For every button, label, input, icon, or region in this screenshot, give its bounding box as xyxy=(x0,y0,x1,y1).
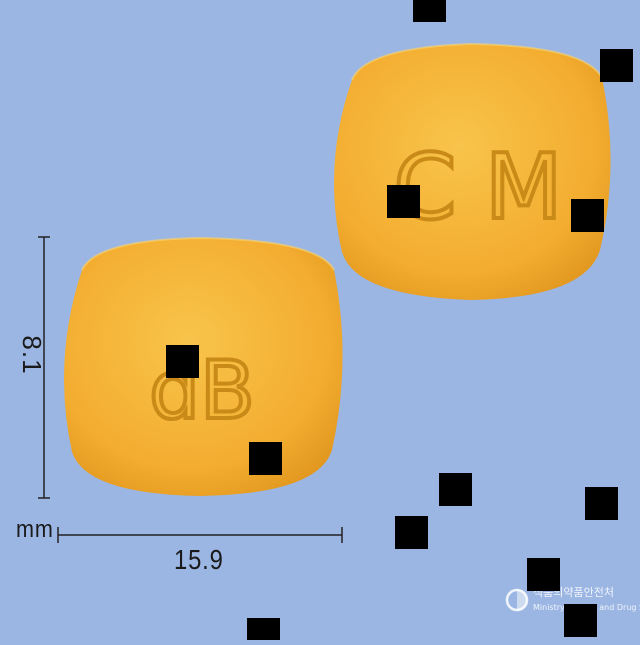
height-label: 8.1 xyxy=(17,335,47,375)
agency-logo-icon xyxy=(505,588,529,612)
redaction-box xyxy=(527,558,560,591)
height-dimension-line xyxy=(38,236,50,499)
tablet-front-imprint: dB xyxy=(149,344,255,437)
width-label: 15.9 xyxy=(174,544,224,575)
redaction-box xyxy=(249,442,282,475)
redaction-box xyxy=(395,516,428,549)
redaction-box xyxy=(600,49,633,82)
redaction-box xyxy=(166,345,199,378)
redaction-box xyxy=(439,473,472,506)
redaction-box xyxy=(247,618,280,640)
redaction-box xyxy=(564,604,597,637)
tablet-back: C M xyxy=(334,42,611,300)
tablet-front: dB xyxy=(64,236,343,496)
redaction-box xyxy=(571,199,604,232)
unit-label: mm xyxy=(16,516,54,543)
tablet-back-imprint: C M xyxy=(393,135,562,240)
redaction-box xyxy=(413,0,446,22)
width-dimension-line xyxy=(57,527,343,543)
redaction-box xyxy=(585,487,618,520)
redaction-box xyxy=(387,185,420,218)
